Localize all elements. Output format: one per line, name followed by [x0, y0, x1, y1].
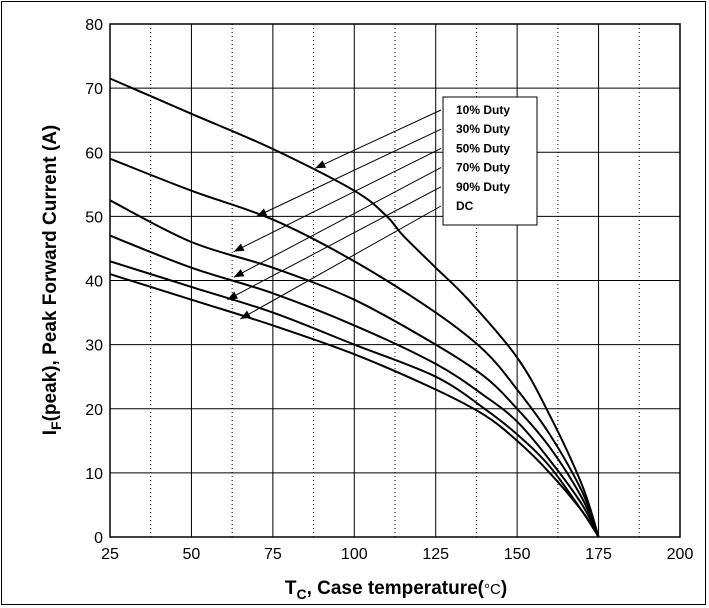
legend-box	[442, 96, 538, 226]
x-tick-labels: 25 50 75 100 125 150 175 200	[101, 546, 693, 563]
legend-arrow-head	[240, 310, 251, 319]
legend-entry: 70% Duty	[456, 161, 510, 175]
y-tick-label: 10	[85, 466, 103, 483]
series-line-50-duty	[109, 199, 600, 538]
x-tick-label: 100	[341, 546, 368, 563]
series-line-dc	[109, 273, 600, 538]
plot-area-border	[109, 23, 681, 538]
y-tick-labels: 0 10 20 30 40 50 60 70 80	[85, 17, 103, 547]
y-tick-label: 20	[85, 402, 103, 419]
legend-arrow-line	[314, 109, 442, 169]
y-tick-label: 30	[85, 338, 103, 355]
x-tick-label: 150	[504, 546, 531, 563]
legend-arrow-line	[233, 147, 442, 253]
x-tick-label: 200	[667, 546, 694, 563]
y-tick-label: 60	[85, 145, 103, 162]
legend: 10% Duty 30% Duty 50% Duty 70% Duty 90% Duty…	[442, 96, 538, 226]
legend-arrows	[227, 109, 442, 320]
y-axis-title: IF(peak), Peak Forward Current (A)	[40, 125, 64, 436]
y-tick-label: 0	[94, 530, 103, 547]
legend-arrow-line	[227, 186, 442, 301]
legend-arrow-head	[227, 291, 238, 300]
series-line-70-duty	[109, 234, 600, 538]
grid	[110, 24, 680, 537]
x-axis-title-sub: C	[296, 586, 306, 602]
legend-entry: 30% Duty	[456, 122, 510, 136]
legend-arrow-line	[233, 167, 442, 278]
y-axis-title-sub: F	[48, 421, 64, 430]
series-line-90-duty	[109, 260, 600, 538]
legend-arrow-head	[233, 269, 245, 278]
y-tick-label: 70	[85, 81, 103, 98]
legend-arrow-line	[240, 205, 442, 320]
plot-border	[109, 23, 681, 538]
x-tick-label: 50	[183, 546, 201, 563]
legend-entry: DC	[456, 199, 474, 213]
x-axis-unit: °C	[484, 581, 501, 598]
y-tick-label: 50	[85, 209, 103, 226]
legend-arrow-head	[315, 160, 326, 169]
x-tick-label: 75	[264, 546, 282, 563]
x-tick-label: 175	[585, 546, 612, 563]
y-tick-label: 80	[85, 17, 103, 34]
x-tick-label: 125	[422, 546, 449, 563]
x-axis-title: TC, Case temperature(°C)	[285, 578, 507, 602]
legend-arrow-head	[233, 243, 245, 252]
series-lines	[109, 77, 600, 538]
y-tick-label: 40	[85, 274, 103, 291]
x-tick-label: 25	[101, 546, 119, 563]
legend-entry: 90% Duty	[456, 180, 510, 194]
legend-entry: 50% Duty	[456, 141, 510, 155]
series-line-10-duty	[109, 77, 600, 538]
legend-entry: 10% Duty	[456, 103, 510, 117]
legend-arrow-line	[256, 128, 442, 217]
legend-arrow-head	[256, 208, 268, 217]
series-line-30-duty	[109, 157, 600, 538]
